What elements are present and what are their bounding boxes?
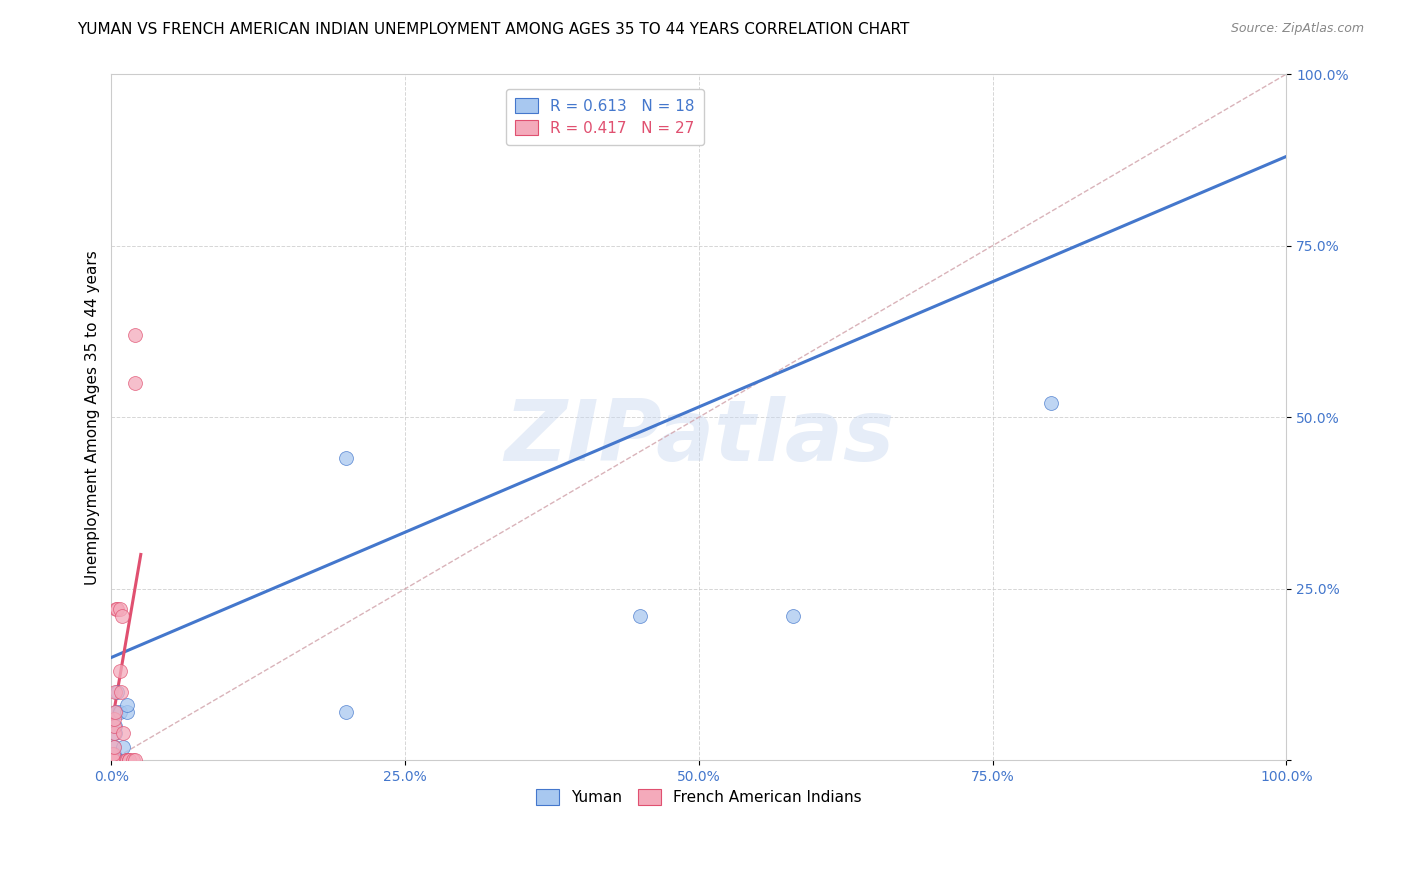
Point (1040, 396, 1063, 410)
Point (108, 664, 131, 678)
Point (108, 706, 131, 720)
Point (105, 602, 128, 616)
Y-axis label: Unemployment Among Ages 35 to 44 years: Unemployment Among Ages 35 to 44 years (86, 250, 100, 584)
Text: YUMAN VS FRENCH AMERICAN INDIAN UNEMPLOYMENT AMONG AGES 35 TO 44 YEARS CORRELATI: YUMAN VS FRENCH AMERICAN INDIAN UNEMPLOY… (77, 22, 910, 37)
Point (105, 602, 128, 616)
Point (101, 753, 124, 767)
Text: ZIPatlas: ZIPatlas (503, 396, 894, 479)
Point (103, 739, 125, 754)
Point (105, 706, 128, 720)
Point (782, 609, 804, 624)
Point (628, 609, 651, 624)
Point (103, 747, 125, 761)
Point (114, 753, 136, 767)
Point (335, 451, 357, 466)
Point (112, 726, 135, 740)
Point (101, 753, 124, 767)
Point (115, 706, 138, 720)
Point (110, 685, 132, 699)
Point (103, 739, 125, 754)
Point (115, 698, 138, 713)
Point (103, 712, 125, 726)
Point (104, 685, 127, 699)
Text: Source: ZipAtlas.com: Source: ZipAtlas.com (1230, 22, 1364, 36)
Point (103, 719, 125, 733)
Point (103, 726, 125, 740)
Point (104, 753, 127, 767)
Point (103, 753, 125, 767)
Point (104, 706, 127, 720)
Point (118, 753, 141, 767)
Point (101, 753, 124, 767)
Point (115, 753, 138, 767)
Point (104, 719, 127, 733)
Point (108, 602, 131, 616)
Point (111, 609, 134, 624)
Point (101, 747, 124, 761)
Point (101, 753, 124, 767)
Point (101, 753, 124, 767)
Point (335, 706, 357, 720)
Point (105, 685, 128, 699)
Point (118, 753, 141, 767)
Point (104, 726, 127, 740)
Point (124, 327, 146, 342)
Point (124, 376, 146, 390)
Legend: Yuman, French American Indians: Yuman, French American Indians (527, 780, 870, 814)
Point (112, 739, 135, 754)
Point (121, 753, 143, 767)
Point (103, 753, 125, 767)
Point (124, 753, 146, 767)
